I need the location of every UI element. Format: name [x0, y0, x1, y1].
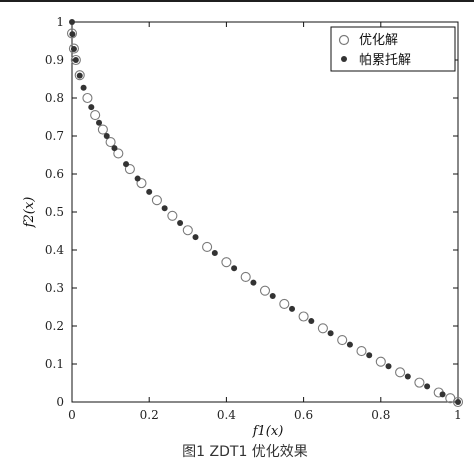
y-tick-label: 0.7 [45, 129, 64, 143]
pareto-point [134, 175, 141, 182]
optimized-point [105, 137, 116, 148]
pareto-point [88, 104, 95, 111]
y-tick-label: 0.6 [45, 167, 64, 181]
optimized-point [74, 70, 85, 81]
optimized-point [240, 271, 251, 283]
legend-pareto-marker [341, 56, 347, 62]
y-tick-label: 0.5 [45, 205, 64, 219]
pareto-point [366, 352, 373, 359]
pareto-point [327, 330, 334, 337]
top-rule [0, 0, 474, 2]
pareto-point [231, 265, 238, 272]
x-axis-ticks: 0 0.2 0.4 0.6 0.8 1 [68, 22, 462, 422]
y-tick-label: 0.1 [45, 357, 64, 371]
pareto-point [69, 19, 75, 25]
y-tick-label: 0.8 [45, 91, 64, 105]
optimized-point [136, 178, 147, 189]
pareto-point [439, 391, 446, 398]
optimized-point [375, 356, 386, 367]
pareto-point [250, 279, 257, 286]
optimized-point [167, 210, 178, 221]
pareto-point [72, 57, 79, 63]
pareto-point [69, 31, 76, 38]
y-tick-label: 0 [56, 395, 64, 409]
optimized-point [124, 164, 135, 175]
x-tick-label: 0.4 [217, 408, 236, 422]
x-tick-label: 0.6 [294, 408, 313, 422]
optimized-solution-series [66, 28, 464, 408]
plot-frame [71, 21, 459, 403]
y-tick-label: 0.4 [45, 243, 64, 257]
optimized-point [68, 43, 79, 54]
pareto-point [70, 45, 77, 52]
y-tick-label: 0.3 [45, 281, 64, 295]
y-axis-ticks: 0 0.1 0.2 0.3 0.4 0.5 0.6 0.7 0.8 0.9 1 [45, 15, 458, 409]
pareto-point [96, 119, 103, 126]
y-tick-label: 0.9 [45, 53, 64, 67]
y-axis-label: f2(x) [22, 197, 37, 229]
y-tick-label: 0.2 [45, 319, 64, 333]
pareto-point [146, 188, 153, 195]
optimized-point [90, 110, 101, 121]
optimized-point [202, 241, 213, 253]
legend-pareto-label: 帕累托解 [359, 53, 411, 68]
pareto-point [111, 145, 118, 152]
optimized-point [182, 225, 193, 236]
pareto-point [211, 250, 218, 257]
optimized-point [298, 311, 309, 322]
legend: 优化解 帕累托解 [330, 26, 456, 72]
pareto-solution-series [69, 19, 461, 405]
pareto-point [76, 72, 83, 79]
pareto-point [346, 341, 353, 348]
x-tick-label: 0 [68, 408, 76, 422]
optimized-point [259, 285, 271, 296]
pareto-point [177, 220, 184, 227]
optimized-point [82, 92, 93, 104]
pareto-point [289, 305, 296, 312]
pareto-point [103, 133, 110, 139]
optimized-point [279, 298, 290, 310]
pareto-point [123, 161, 130, 168]
optimized-point [395, 367, 406, 378]
optimized-point [452, 396, 464, 408]
legend-optimized-marker [338, 34, 350, 46]
x-axis-label: f1(x) [252, 424, 284, 439]
optimized-point [113, 148, 124, 159]
optimized-point [66, 28, 78, 39]
pareto-point [80, 84, 87, 91]
x-tick-label: 0.2 [140, 408, 159, 422]
optimized-point [337, 335, 348, 346]
optimized-point [356, 346, 367, 357]
optimized-point [151, 195, 162, 206]
y-tick-label: 1 [56, 15, 64, 29]
legend-optimized-label: 优化解 [359, 33, 398, 48]
pareto-point [424, 383, 431, 390]
pareto-point [385, 363, 392, 370]
pareto-point [161, 205, 168, 212]
optimized-point [97, 124, 108, 135]
optimized-point [70, 54, 81, 66]
optimized-point [317, 323, 328, 334]
x-tick-label: 1 [454, 408, 462, 422]
series-layer [66, 19, 464, 408]
pareto-point [404, 373, 411, 380]
legend-box [330, 26, 456, 72]
figure-caption: 图1 ZDT1 优化效果 [182, 444, 308, 460]
optimized-point [221, 257, 232, 268]
x-tick-label: 0.8 [371, 408, 390, 422]
pareto-point [192, 234, 199, 241]
pareto-point [269, 292, 276, 299]
optimized-point [414, 377, 425, 388]
pareto-point [455, 399, 461, 405]
pareto-point [308, 318, 315, 325]
